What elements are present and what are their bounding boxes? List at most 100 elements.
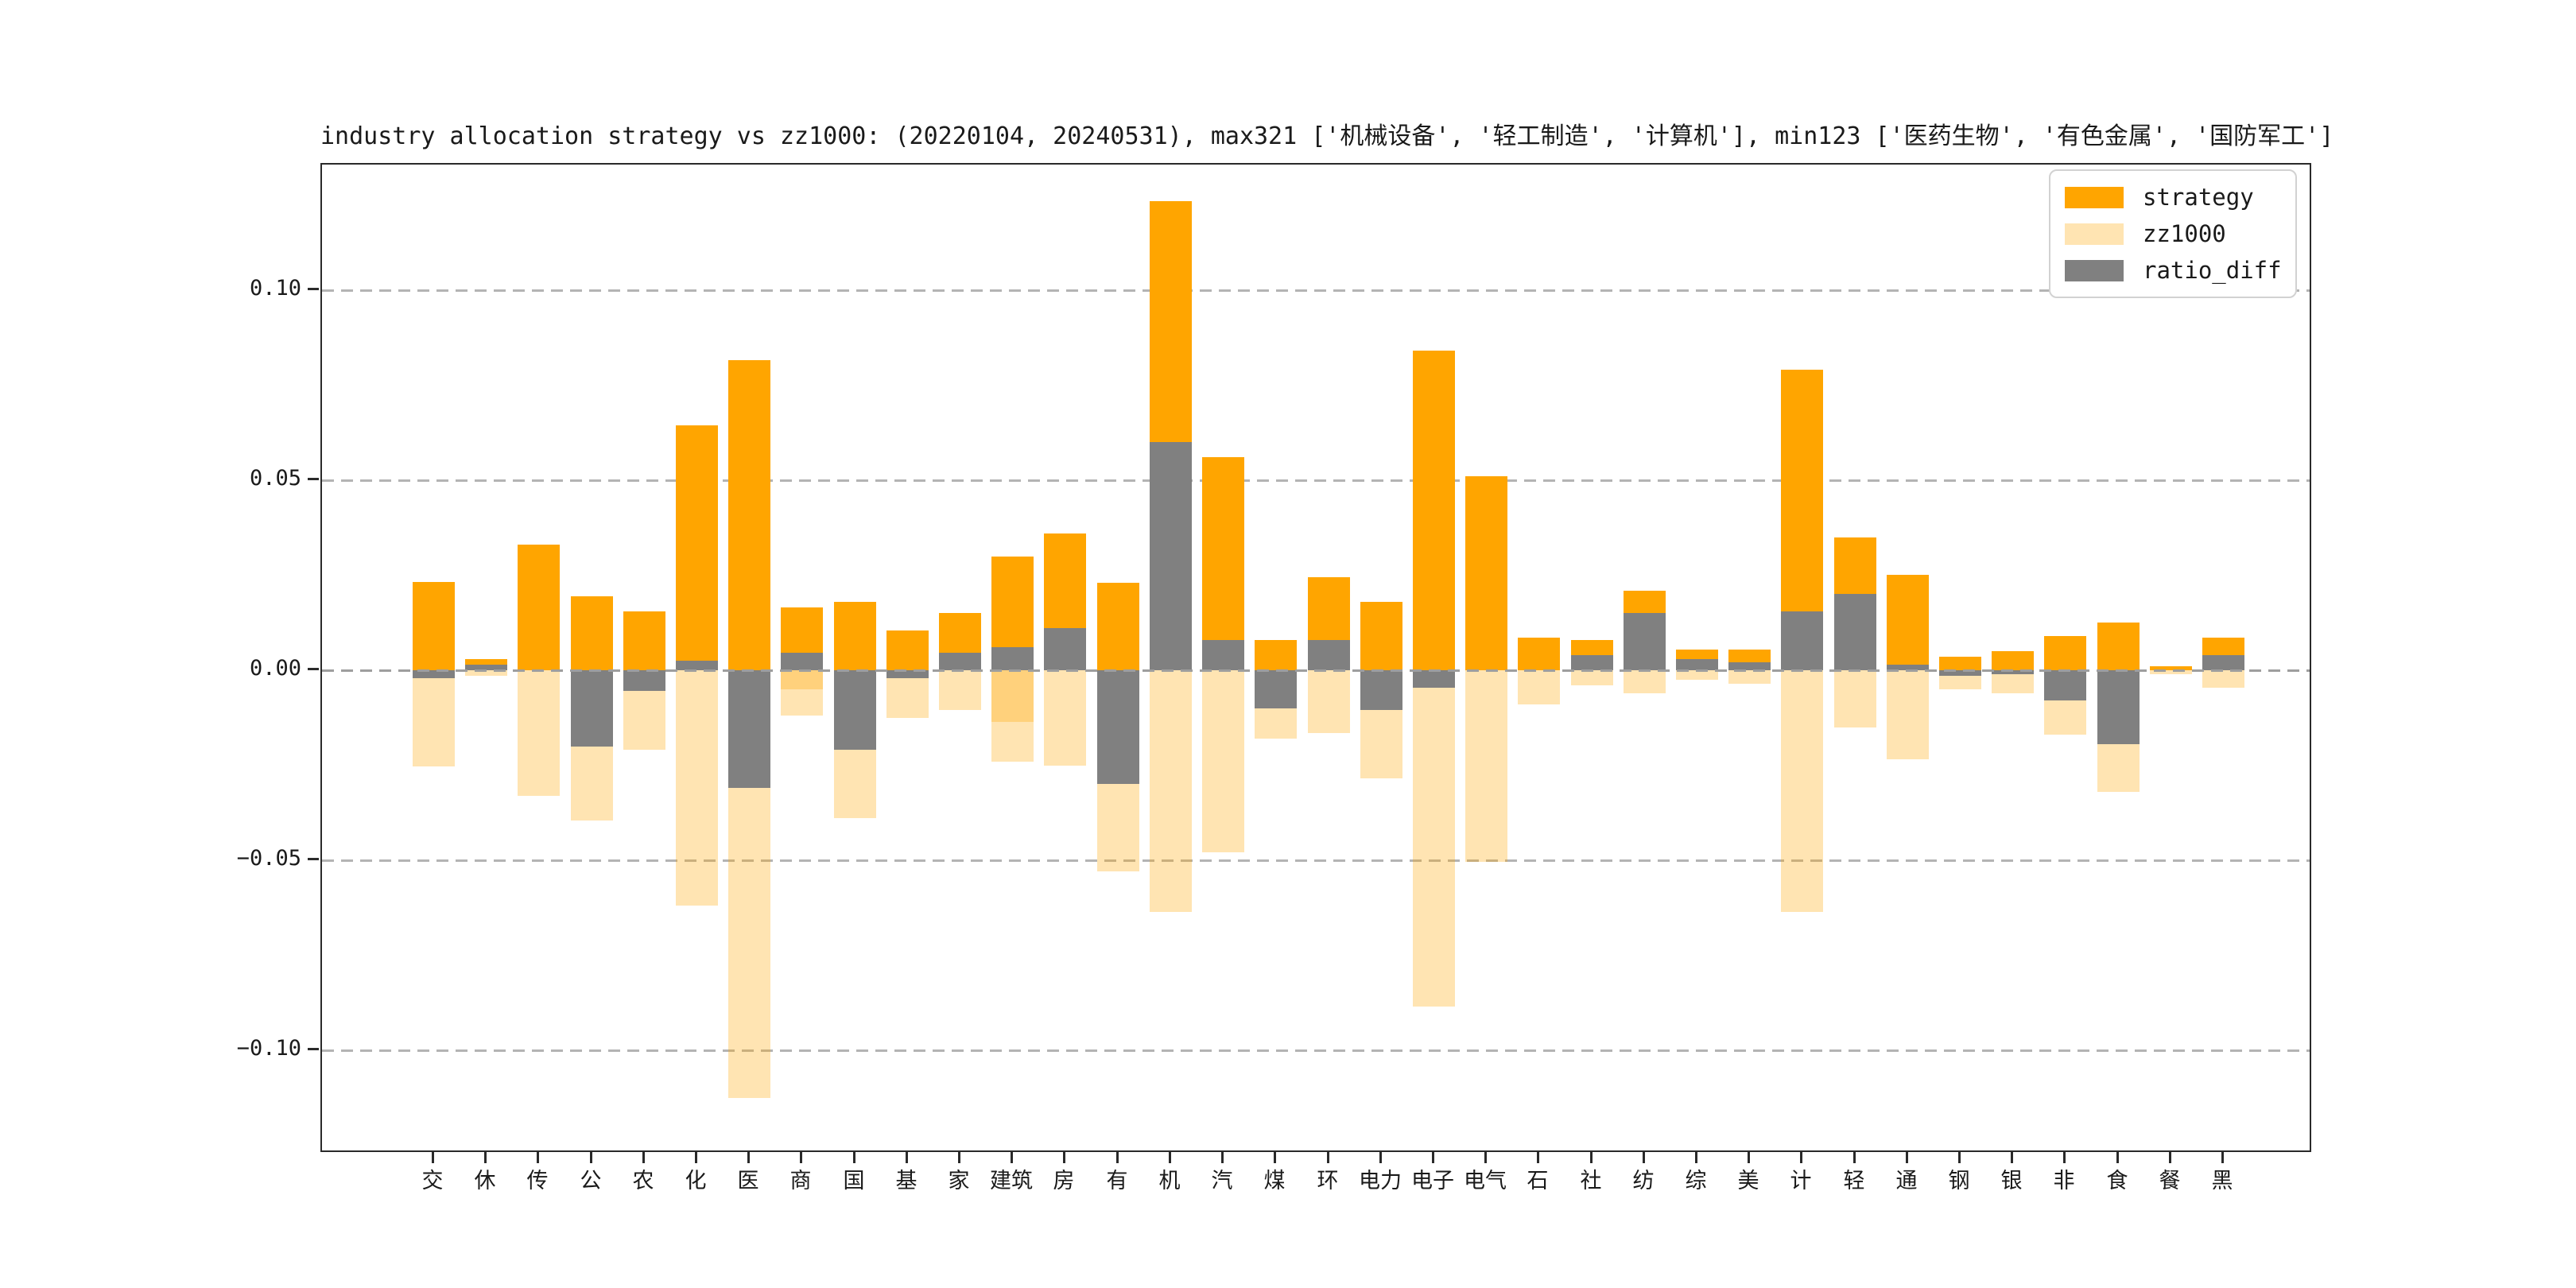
x-tick-mark	[2116, 1152, 2119, 1163]
bar-ratio-diff	[1676, 659, 1718, 670]
bar-strategy	[1992, 651, 2034, 670]
bar-strategy	[518, 545, 560, 670]
bar-ratio-diff	[1834, 594, 1876, 670]
bar-zz1000	[2202, 670, 2244, 688]
x-tick-label: 基	[895, 1169, 918, 1193]
x-tick-label: 家	[948, 1169, 970, 1193]
bar-zz1000	[1781, 670, 1823, 912]
bar-ratio-diff	[886, 670, 929, 678]
x-tick-mark	[1590, 1152, 1593, 1163]
bar-strategy	[1413, 351, 1455, 670]
legend-item: strategy	[2065, 184, 2281, 211]
x-tick-mark	[590, 1152, 592, 1163]
x-tick-label: 休	[474, 1169, 496, 1193]
x-tick-mark	[747, 1152, 750, 1163]
x-tick-label: 钢	[1948, 1169, 1970, 1193]
bar-ratio-diff	[413, 670, 455, 678]
bar-zz1000	[1887, 670, 1929, 759]
gridline	[322, 859, 2310, 862]
x-tick-label: 银	[2000, 1169, 2023, 1193]
bar-ratio-diff	[2097, 670, 2140, 744]
y-tick-mark	[308, 858, 319, 860]
legend-label: ratio_diff	[2143, 257, 2282, 284]
y-tick-mark	[308, 288, 319, 290]
x-tick-mark	[2063, 1152, 2066, 1163]
legend: strategy zz1000 ratio_diff	[2049, 169, 2297, 298]
bar-ratio-diff	[2202, 655, 2244, 670]
bar-strategy	[886, 630, 929, 670]
x-tick-mark	[1169, 1152, 1171, 1163]
x-tick-label: 医	[737, 1169, 759, 1193]
x-tick-label: 电气	[1464, 1169, 1507, 1193]
chart-title: industry allocation strategy vs zz1000: …	[320, 122, 2334, 150]
bar-ratio-diff	[1571, 655, 1613, 670]
bar-strategy	[728, 360, 770, 670]
bar-zz1000	[1465, 670, 1507, 862]
bar-strategy	[1887, 575, 1929, 670]
x-tick-mark	[432, 1152, 434, 1163]
x-tick-label: 计	[1790, 1169, 1812, 1193]
x-tick-label: 商	[789, 1169, 812, 1193]
x-tick-mark	[1643, 1152, 1645, 1163]
x-tick-mark	[1484, 1152, 1487, 1163]
x-tick-mark	[958, 1152, 960, 1163]
bar-zz1000	[1728, 670, 1771, 684]
bar-zz1000	[1308, 670, 1350, 733]
x-tick-mark	[1221, 1152, 1224, 1163]
y-tick-label: −0.10	[236, 1036, 301, 1061]
x-tick-mark	[853, 1152, 855, 1163]
bar-ratio-diff	[1097, 670, 1139, 784]
x-tick-mark	[1432, 1152, 1434, 1163]
bar-zz1000	[1044, 670, 1086, 766]
x-tick-mark	[484, 1152, 487, 1163]
y-tick-mark	[308, 668, 319, 670]
bar-ratio-diff	[1308, 640, 1350, 670]
x-tick-label: 电力	[1359, 1169, 1402, 1193]
y-tick-mark	[308, 1048, 319, 1050]
y-tick-label: 0.05	[249, 466, 301, 491]
bar-ratio-diff	[1150, 442, 1192, 670]
bar-ratio-diff	[834, 670, 876, 750]
x-tick-label: 纺	[1632, 1169, 1655, 1193]
x-tick-mark	[2011, 1152, 2013, 1163]
bar-strategy	[1518, 638, 1560, 670]
x-tick-label: 有	[1106, 1169, 1128, 1193]
bar-strategy	[834, 602, 876, 670]
bar-zz1000	[1834, 670, 1876, 727]
x-tick-mark	[800, 1152, 802, 1163]
bar-ratio-diff	[465, 665, 507, 670]
x-tick-label: 化	[685, 1169, 707, 1193]
bar-ratio-diff	[571, 670, 613, 747]
x-tick-mark	[1063, 1152, 1065, 1163]
bar-zz1000	[886, 670, 929, 718]
bar-ratio-diff	[1939, 670, 1981, 676]
legend-item: zz1000	[2065, 220, 2281, 247]
bar-strategy	[1202, 457, 1244, 670]
bar-zz1000	[1676, 670, 1718, 680]
x-tick-label: 公	[580, 1169, 602, 1193]
x-tick-mark	[1379, 1152, 1382, 1163]
bar-zz1000	[413, 670, 455, 766]
bar-zz1000-overlap	[991, 670, 1034, 722]
legend-label: zz1000	[2143, 220, 2226, 247]
bar-strategy	[2097, 623, 2140, 670]
bar-strategy	[623, 611, 665, 670]
y-tick-label: −0.05	[236, 846, 301, 871]
x-tick-label: 黑	[2211, 1169, 2233, 1193]
x-tick-mark	[1853, 1152, 1856, 1163]
bar-ratio-diff	[991, 647, 1034, 670]
y-tick-mark	[308, 478, 319, 480]
bar-zz1000	[991, 670, 1034, 762]
legend-swatch-ratio_diff	[2065, 259, 2124, 281]
bar-ratio-diff	[1728, 662, 1771, 670]
gridline	[322, 479, 2310, 482]
x-tick-label: 国	[843, 1169, 865, 1193]
x-tick-mark	[1537, 1152, 1539, 1163]
bar-zz1000-overlap	[781, 670, 823, 689]
bar-ratio-diff	[1624, 613, 1666, 670]
bar-strategy	[2150, 666, 2192, 670]
bar-zz1000	[781, 670, 823, 716]
x-tick-label: 美	[1737, 1169, 1759, 1193]
bar-zz1000	[676, 670, 718, 906]
